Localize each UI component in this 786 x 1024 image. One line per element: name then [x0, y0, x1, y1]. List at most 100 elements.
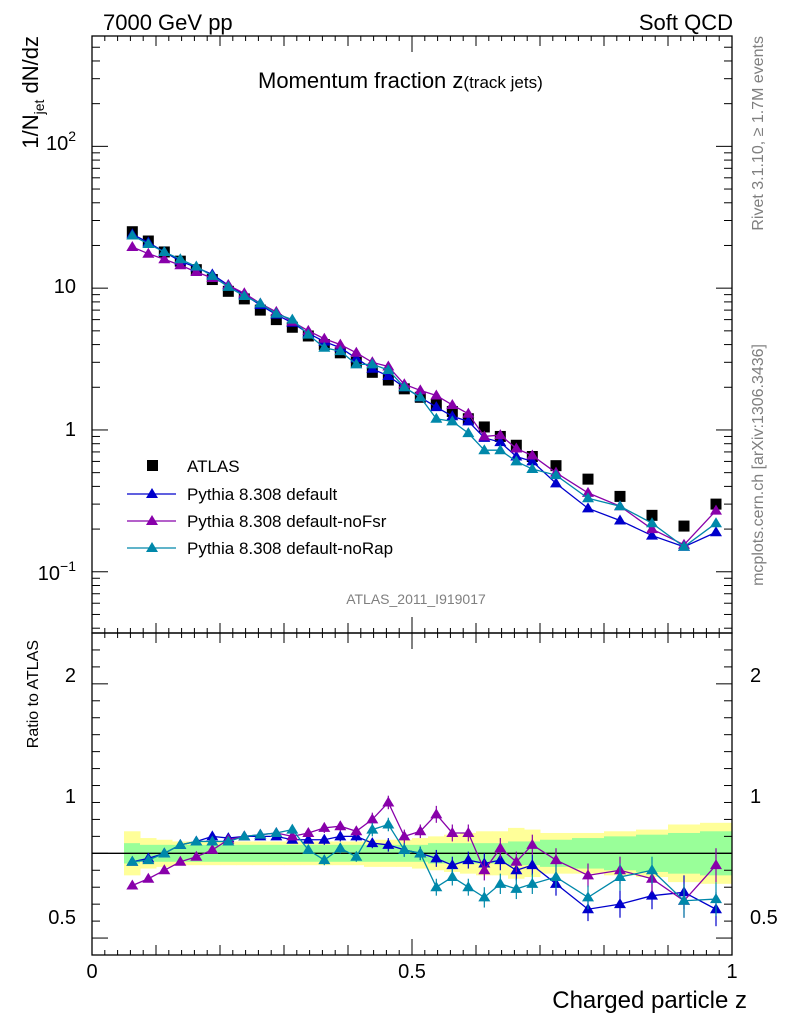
- series-point-noRap: [334, 345, 347, 356]
- atlas-data-point: [550, 460, 562, 472]
- ratio-point-default: [526, 859, 539, 870]
- series-point-noRap: [318, 341, 331, 352]
- series-point-default: [382, 370, 395, 381]
- ratio-point-noFsr: [430, 808, 443, 819]
- ratio-point-noRap: [350, 850, 363, 861]
- series-point-noRap: [646, 517, 658, 528]
- series-point-noFsr: [190, 265, 203, 276]
- ratio-frame: [91, 632, 733, 956]
- analysis-watermark: ATLAS_2011_I919017: [346, 591, 486, 607]
- mcplots-label: mcplots.cern.ch [arXiv:1306.3436]: [750, 344, 767, 586]
- ratio-y-tick-label-0.5: 0.5: [48, 907, 76, 929]
- ratio-point-noFsr: [582, 869, 594, 880]
- ratio-point-noFsr: [710, 859, 722, 870]
- series-point-noRap: [614, 500, 626, 511]
- legend: ATLAS Pythia 8.308 default Pythia 8.308 …: [127, 457, 393, 558]
- plot-title-main: Momentum fraction z: [258, 68, 463, 93]
- ratio-point-noFsr: [350, 825, 363, 836]
- series-point-default: [550, 477, 562, 488]
- atlas-data-point: [710, 498, 722, 510]
- ratio-point-noRap: [478, 891, 491, 902]
- series-point-noFsr: [710, 504, 722, 515]
- ratio-point-default: [318, 833, 331, 844]
- y-tick-label-1: 1: [65, 419, 76, 441]
- legend-label-atlas: ATLAS: [187, 457, 240, 476]
- ratio-point-noRap: [398, 843, 411, 854]
- series-point-noRap: [582, 492, 594, 503]
- ratio-y-tick-label-2: 2: [65, 665, 76, 687]
- series-point-noFsr: [318, 332, 331, 343]
- series-point-default: [494, 436, 507, 447]
- ratio-point-noRap: [270, 826, 283, 837]
- ratio-point-noFsr: [318, 821, 331, 832]
- ratio-point-noRap: [238, 830, 251, 841]
- ratio-point-noRap: [582, 891, 594, 902]
- ratio-point-default: [430, 852, 443, 863]
- series-point-default: [614, 514, 626, 525]
- ratio-point-noRap: [446, 871, 459, 882]
- series-point-noFsr: [582, 486, 594, 497]
- series-point-noRap: [510, 455, 523, 466]
- legend-marker-norap: [146, 542, 158, 552]
- ratio-point-noRap: [366, 823, 379, 834]
- series-point-noRap: [302, 328, 315, 339]
- series-point-noRap: [222, 280, 235, 291]
- series-point-noFsr: [446, 398, 459, 409]
- plot-title-sub: (track jets): [463, 73, 542, 92]
- ratio-point-noFsr: [382, 796, 395, 807]
- series-point-noRap: [350, 358, 363, 369]
- ratio-point-default: [206, 830, 219, 841]
- series-point-noRap: [190, 260, 203, 271]
- ratio-point-noFsr: [478, 864, 491, 875]
- series-point-noFsr: [334, 338, 347, 349]
- plot-title: Momentum fraction z(track jets): [258, 68, 543, 93]
- ratio-point-noRap: [190, 835, 203, 846]
- main-plot-area: [91, 35, 733, 955]
- series-point-noRap: [446, 415, 459, 426]
- ratio-point-noRap: [430, 881, 443, 892]
- series-point-noFsr: [526, 449, 539, 460]
- ratio-point-noRap: [494, 877, 507, 888]
- series-point-noFsr: [462, 407, 475, 418]
- ratio-point-noRap: [550, 871, 562, 882]
- ratio-point-noRap: [334, 842, 347, 853]
- ratio-point-noFsr: [550, 854, 562, 865]
- series-point-noRap: [270, 307, 283, 318]
- ratio-point-noFsr: [366, 813, 379, 824]
- ratio-point-default: [494, 854, 507, 865]
- ratio-point-noRap: [222, 835, 235, 846]
- ratio-point-noRap: [286, 823, 299, 834]
- atlas-data-point: [254, 304, 266, 316]
- atlas-data-point: [678, 520, 690, 532]
- series-point-noRap: [462, 427, 475, 438]
- y-tick-label-1e-1: 10−1: [38, 558, 76, 585]
- ratio-point-noFsr: [158, 864, 171, 875]
- ratio-point-default: [446, 859, 459, 870]
- series-point-noRap: [286, 313, 299, 324]
- ratio-y-tick-label-2-right: 2: [750, 665, 761, 687]
- ratio-point-noRap: [678, 894, 690, 905]
- series-point-noFsr: [414, 384, 427, 395]
- ratio-plot-area: [91, 632, 733, 956]
- series-point-noFsr: [478, 430, 491, 441]
- series-point-noRap: [238, 290, 251, 301]
- series-point-noRap: [550, 469, 562, 480]
- series-point-default: [646, 529, 658, 540]
- series-point-noRap: [398, 381, 411, 392]
- ratio-line-noFsr: [132, 801, 717, 902]
- main-y-axis-label: 1/Njet dN/dz: [18, 36, 47, 149]
- ratio-point-noRap: [158, 847, 171, 858]
- ratio-point-default: [614, 898, 626, 909]
- legend-label-norap: Pythia 8.308 default-noRap: [187, 539, 393, 558]
- main-y-axis-label-main: 1/N: [18, 114, 43, 148]
- legend-marker-nofsr: [146, 515, 158, 525]
- ratio-point-noFsr: [142, 872, 155, 883]
- atlas-data-point: [478, 421, 490, 433]
- x-tick-labels: 0 0.5 1: [86, 961, 737, 983]
- series-point-noFsr: [430, 389, 443, 400]
- header-category: Soft QCD: [639, 10, 733, 35]
- main-y-tick-labels: 10−1 1 10 102: [38, 128, 76, 585]
- series-point-noRap: [254, 297, 267, 308]
- ratio-y-tick-label-1-right: 1: [750, 786, 761, 808]
- ratio-point-default: [462, 854, 475, 865]
